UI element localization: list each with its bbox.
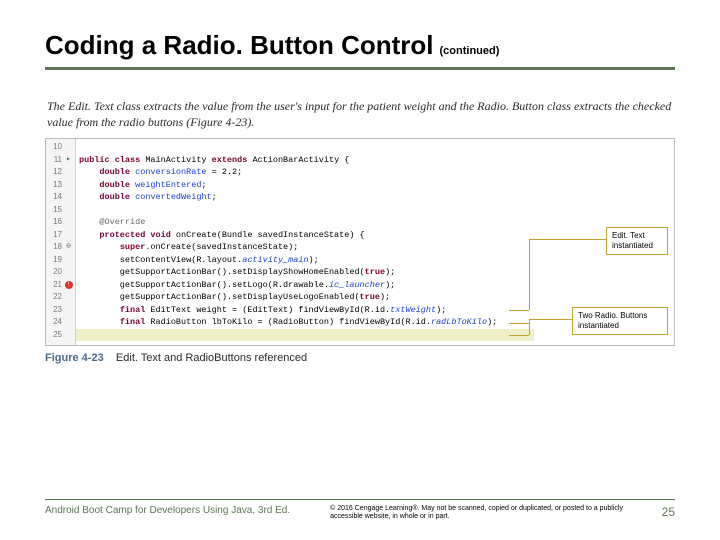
code-body: public class MainActivity extends Action… xyxy=(79,141,534,341)
slide: Coding a Radio. Button Control (continue… xyxy=(0,0,720,540)
code-line: double convertedWeight; xyxy=(79,191,534,204)
code-line: final RadioButton lbToKilo = (RadioButto… xyxy=(79,316,534,329)
line-number: 18 xyxy=(48,241,62,254)
footer: Android Boot Camp for Developers Using J… xyxy=(45,499,675,523)
callout-text: instantiated xyxy=(612,241,662,251)
callout-text: instantiated xyxy=(578,321,662,331)
code-line: getSupportActionBar().setDisplayShowHome… xyxy=(79,266,534,279)
line-number: 21 xyxy=(48,279,62,292)
code-line: getSupportActionBar().setDisplayUseLogoE… xyxy=(79,291,534,304)
gutter-mark xyxy=(63,254,74,267)
footer-line xyxy=(45,499,675,500)
code-line xyxy=(79,204,534,217)
line-number: 10 xyxy=(48,141,62,154)
gutter-mark: ! xyxy=(63,279,74,292)
page-subtitle: (continued) xyxy=(440,45,500,57)
highlighted-line xyxy=(76,329,534,342)
line-number: 11 xyxy=(48,154,62,167)
code-line: double weightEntered; xyxy=(79,179,534,192)
line-number: 23 xyxy=(48,304,62,317)
figure-number: Figure 4-23 xyxy=(45,352,104,364)
title-row: Coding a Radio. Button Control (continue… xyxy=(45,30,675,61)
title-underline xyxy=(45,67,675,70)
code-line: setContentView(R.layout.activity_main); xyxy=(79,254,534,267)
callout-text: Two Radio. Buttons xyxy=(578,311,662,321)
gutter-mark: ⊖ xyxy=(63,241,74,254)
code-line: double conversionRate = 2.2; xyxy=(79,166,534,179)
callout-connector xyxy=(529,239,530,310)
gutter-mark xyxy=(63,141,74,154)
callout-connector xyxy=(529,319,572,320)
code-line: protected void onCreate(Bundle savedInst… xyxy=(79,229,534,242)
gutter-mark xyxy=(63,179,74,192)
line-number: 12 xyxy=(48,166,62,179)
code-line: getSupportActionBar().setLogo(R.drawable… xyxy=(79,279,534,292)
line-number: 20 xyxy=(48,266,62,279)
gutter-mark xyxy=(63,166,74,179)
callout-box: Two Radio. Buttonsinstantiated xyxy=(572,307,668,335)
gutter-mark: ▸ xyxy=(63,154,74,167)
line-number: 17 xyxy=(48,229,62,242)
gutter-mark xyxy=(63,304,74,317)
line-number: 19 xyxy=(48,254,62,267)
footer-book-title: Android Boot Camp for Developers Using J… xyxy=(45,505,290,516)
line-number: 13 xyxy=(48,179,62,192)
callout-connector xyxy=(509,335,529,336)
gutter-mark xyxy=(63,291,74,304)
figure-caption-text: Edit. Text and RadioButtons referenced xyxy=(116,352,307,364)
callout-connector xyxy=(529,239,606,240)
page-number: 25 xyxy=(662,505,675,519)
figure-caption: Figure 4-23 Edit. Text and RadioButtons … xyxy=(45,352,675,364)
gutter-mark xyxy=(63,216,74,229)
footer-copyright: © 2016 Cengage Learning®. May not be sca… xyxy=(290,505,662,523)
line-number: 25 xyxy=(48,329,62,342)
callout-connector xyxy=(509,323,529,324)
line-number: 16 xyxy=(48,216,62,229)
code-line xyxy=(79,141,534,154)
line-number: 14 xyxy=(48,191,62,204)
line-number: 15 xyxy=(48,204,62,217)
line-numbers: 10111213141516171819202122232425 xyxy=(48,141,62,341)
code-line: super.onCreate(savedInstanceState); xyxy=(79,241,534,254)
gutter-mark xyxy=(63,191,74,204)
intro-paragraph: The Edit. Text class extracts the value … xyxy=(45,98,675,130)
line-number: 24 xyxy=(48,316,62,329)
gutter-mark xyxy=(63,329,74,342)
gutter-mark xyxy=(63,316,74,329)
code-line: @Override xyxy=(79,216,534,229)
page-title: Coding a Radio. Button Control xyxy=(45,30,434,61)
line-number: 22 xyxy=(48,291,62,304)
gutter-mark xyxy=(63,204,74,217)
code-line: public class MainActivity extends Action… xyxy=(79,154,534,167)
callout-text: Edit. Text xyxy=(612,231,662,241)
callout-connector xyxy=(509,310,529,311)
code-line: final EditText weight = (EditText) findV… xyxy=(79,304,534,317)
gutter-marks: ▸ ⊖! xyxy=(63,141,74,341)
callout-connector xyxy=(529,319,530,335)
callout-box: Edit. Textinstantiated xyxy=(606,227,668,255)
gutter-mark xyxy=(63,266,74,279)
code-figure: 10111213141516171819202122232425 ▸ ⊖! pub… xyxy=(45,138,675,346)
footer-row: Android Boot Camp for Developers Using J… xyxy=(45,505,675,523)
gutter-mark xyxy=(63,229,74,242)
